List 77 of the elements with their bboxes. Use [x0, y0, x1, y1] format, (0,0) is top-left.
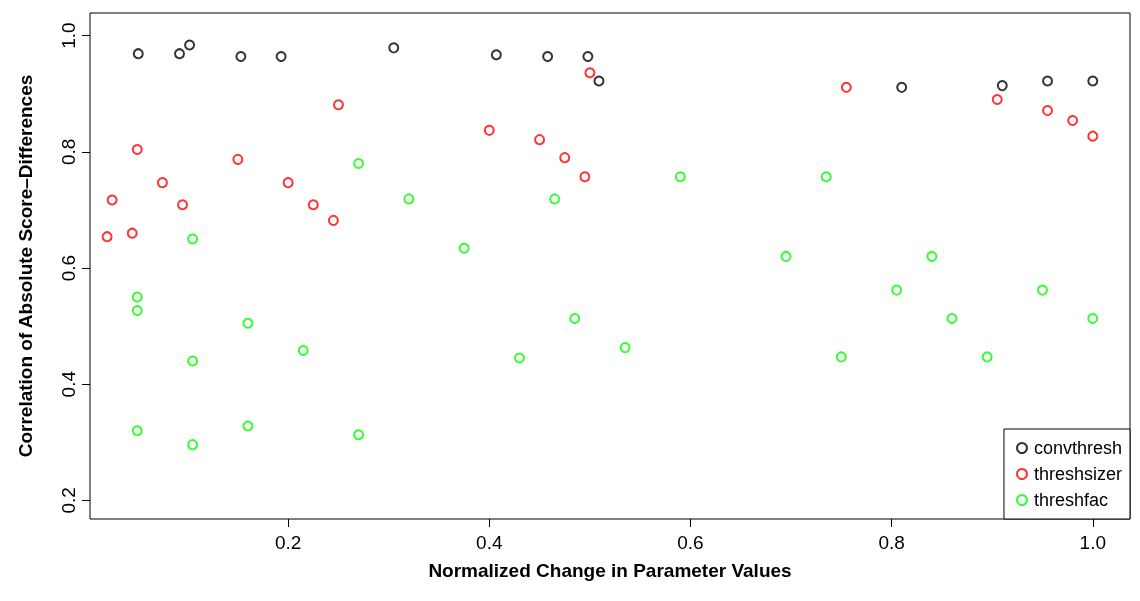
point: [131, 291, 143, 303]
point: [534, 134, 546, 146]
point: [131, 304, 143, 316]
point: [569, 313, 581, 325]
point: [327, 214, 339, 226]
point: [297, 345, 309, 357]
y-tick-label: 0.8: [58, 138, 79, 166]
point: [1087, 75, 1099, 87]
point: [131, 144, 143, 156]
point: [1042, 75, 1054, 87]
point: [232, 153, 244, 165]
point: [593, 75, 605, 87]
point: [584, 67, 596, 79]
point: [242, 420, 254, 432]
point: [674, 171, 686, 183]
legend-label: convthresh: [1033, 438, 1123, 458]
point: [187, 233, 199, 245]
point: [126, 227, 138, 239]
point: [981, 351, 993, 363]
point: [187, 355, 199, 367]
x-tick-label: 0.8: [878, 532, 905, 553]
y-axis-title: Correlation of Absolute Score–Differences: [15, 74, 36, 458]
point: [549, 193, 561, 205]
x-tick-label: 0.4: [476, 532, 503, 553]
point: [174, 48, 186, 60]
point: [896, 81, 908, 93]
point: [1042, 105, 1054, 117]
point: [101, 231, 113, 243]
legend-label: threshsizer: [1033, 464, 1122, 484]
y-tick-label: 0.4: [58, 370, 79, 398]
x-tick-label: 0.6: [677, 532, 704, 553]
point: [1037, 284, 1048, 296]
point: [483, 124, 495, 136]
point: [1087, 130, 1099, 142]
point: [490, 49, 502, 61]
point: [177, 199, 189, 211]
point: [235, 51, 247, 63]
point: [282, 177, 294, 189]
point: [559, 152, 571, 164]
point: [242, 317, 254, 329]
point: [131, 425, 143, 437]
point: [1087, 313, 1099, 325]
point: [332, 99, 344, 111]
point: [946, 313, 958, 325]
point: [780, 250, 792, 262]
point: [835, 351, 847, 363]
y-tick-label: 1.0: [58, 22, 79, 49]
point: [891, 284, 903, 296]
point: [132, 48, 144, 60]
point: [582, 51, 594, 63]
point: [156, 177, 168, 189]
point: [579, 171, 591, 183]
point: [307, 199, 319, 211]
point: [619, 342, 631, 354]
y-tick-label: 0.2: [58, 487, 79, 514]
x-tick-label: 1.0: [1079, 532, 1106, 553]
legend-label: threshfac: [1033, 490, 1108, 510]
point: [991, 94, 1003, 106]
point: [542, 51, 554, 63]
point: [840, 81, 852, 93]
y-tick-label: 0.6: [58, 254, 79, 282]
point: [353, 429, 365, 441]
point: [820, 171, 832, 183]
point: [513, 352, 525, 364]
point: [106, 194, 118, 206]
point: [353, 157, 365, 169]
point: [996, 80, 1008, 92]
point: [275, 51, 287, 63]
x-tick-label: 0.2: [274, 532, 302, 553]
point: [458, 242, 470, 254]
x-axis-title: Normalized Change in Parameter Values: [428, 560, 792, 581]
point: [184, 39, 196, 51]
point: [403, 193, 415, 205]
point: [388, 42, 400, 54]
point: [187, 439, 199, 451]
point: [1067, 114, 1079, 126]
point: [926, 250, 938, 262]
